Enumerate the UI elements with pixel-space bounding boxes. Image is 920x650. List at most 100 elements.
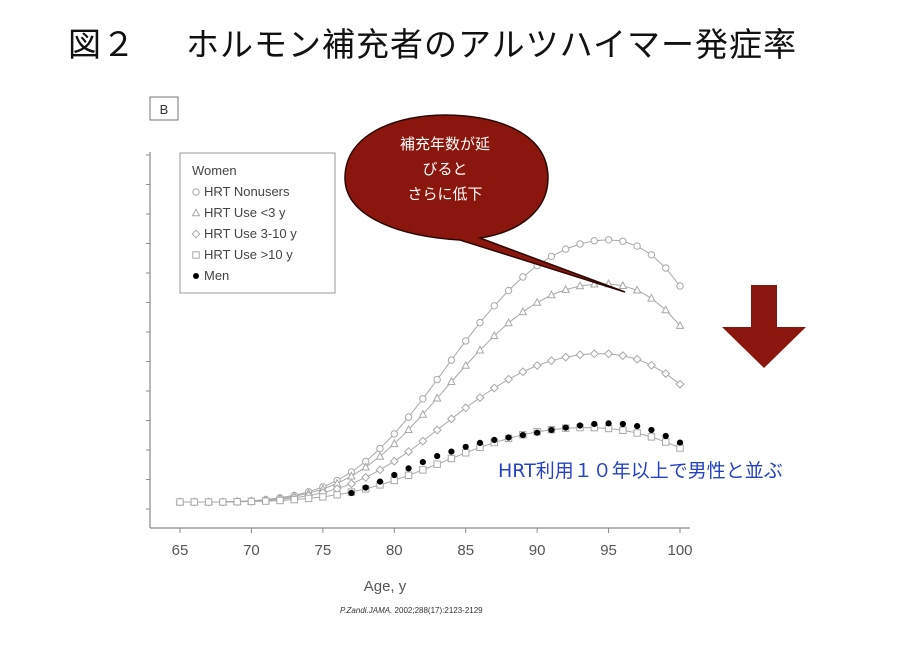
data-point <box>404 447 414 457</box>
data-point <box>462 337 470 345</box>
bubble-line: さらに低下 <box>407 185 483 203</box>
data-point <box>418 409 428 418</box>
bubble-line: 補充年数が延 <box>399 135 490 153</box>
data-point <box>462 443 469 450</box>
annotation-text: HRT利用１０年以上で男性と並ぶ <box>498 460 783 482</box>
data-point <box>662 264 670 272</box>
data-point <box>489 330 499 340</box>
data-point <box>419 466 427 474</box>
x-tick-label: 70 <box>243 542 260 559</box>
x-axis-label: Age, y <box>364 578 407 595</box>
data-point <box>519 273 527 281</box>
data-point <box>518 367 528 377</box>
data-point <box>389 456 399 466</box>
data-point <box>404 413 413 421</box>
data-point <box>632 285 642 294</box>
citation: P.Zandi.JAMA. 2002;288(17):2123-2129 <box>340 606 483 615</box>
data-point <box>547 252 556 260</box>
data-point <box>562 424 569 431</box>
data-point <box>589 279 599 288</box>
data-point <box>375 451 385 460</box>
data-point <box>447 454 456 463</box>
data-point <box>676 444 684 452</box>
data-point <box>390 430 398 438</box>
data-point <box>604 349 614 359</box>
data-point <box>504 286 513 295</box>
x-tick-label: 65 <box>172 542 189 559</box>
data-point <box>204 498 213 506</box>
data-point <box>576 240 584 248</box>
data-point <box>547 290 556 299</box>
data-point <box>346 479 356 489</box>
data-point <box>676 282 684 290</box>
data-point <box>632 354 642 364</box>
data-point <box>534 429 541 436</box>
legend-label: HRT Use >10 y <box>204 247 293 262</box>
data-point <box>290 495 298 504</box>
data-point <box>433 375 441 384</box>
legend-marker <box>191 208 201 217</box>
data-point <box>675 379 685 389</box>
data-point <box>376 444 384 453</box>
data-point <box>276 496 284 505</box>
data-point <box>461 403 471 413</box>
data-point <box>348 489 355 497</box>
data-point <box>475 345 485 354</box>
data-point <box>676 439 684 446</box>
data-point <box>518 306 528 316</box>
citation-details: 2002;288(17):2123-2129 <box>392 606 483 615</box>
data-point <box>476 439 484 446</box>
data-point <box>561 352 571 362</box>
data-point <box>489 383 499 393</box>
x-tick-label: 100 <box>667 542 692 559</box>
x-tick-label: 85 <box>457 542 474 559</box>
citation-journal: P.Zandi.JAMA. <box>340 606 393 615</box>
data-point <box>361 472 371 482</box>
data-point <box>262 497 270 505</box>
data-point <box>319 493 327 501</box>
panel-label-box <box>149 96 179 121</box>
data-point <box>247 497 256 506</box>
down-arrow-icon <box>722 285 806 368</box>
data-point <box>419 395 427 403</box>
data-point <box>461 360 471 369</box>
data-point <box>504 374 514 384</box>
data-point <box>491 436 498 443</box>
data-point <box>619 426 627 435</box>
data-point <box>647 251 656 259</box>
x-tick-label: 75 <box>315 542 332 559</box>
title-text: ホルモン補充者のアルツハイマー発症率 <box>186 25 798 64</box>
data-point <box>504 318 513 327</box>
data-point <box>447 376 456 385</box>
data-point <box>333 491 341 499</box>
data-point <box>561 284 571 293</box>
y-axis-ticks <box>146 154 150 510</box>
data-point <box>575 350 585 360</box>
data-point <box>562 245 570 253</box>
chart-legend: Women HRT Nonusers HRT Use <3 y HRT Use 3-… <box>179 152 336 294</box>
data-point <box>446 414 456 424</box>
data-point <box>675 320 685 329</box>
data-point <box>605 420 612 427</box>
data-point <box>604 236 613 244</box>
legend-box <box>179 152 336 294</box>
data-point <box>634 423 641 430</box>
data-point <box>176 498 184 506</box>
data-point <box>462 449 470 457</box>
data-point <box>404 424 413 433</box>
data-point <box>633 242 641 250</box>
data-point <box>390 476 398 485</box>
data-point <box>418 436 428 446</box>
data-point <box>546 356 556 366</box>
data-point <box>648 426 655 434</box>
series-layer <box>175 236 685 507</box>
data-point <box>434 453 441 460</box>
data-point <box>591 420 598 428</box>
data-point <box>233 498 241 506</box>
data-point <box>375 465 385 475</box>
data-point <box>662 432 669 440</box>
data-point <box>419 459 426 466</box>
x-tick-label: 90 <box>529 542 546 559</box>
data-point <box>490 302 498 310</box>
data-point <box>347 471 356 480</box>
